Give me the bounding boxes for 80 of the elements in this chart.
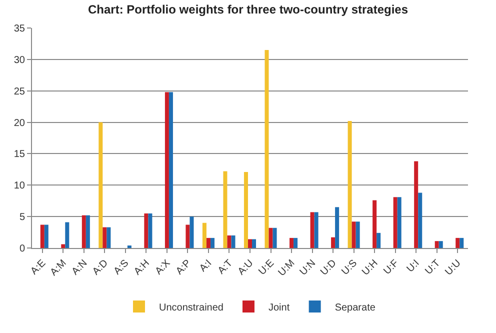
- bar: [206, 238, 210, 248]
- bar: [348, 121, 352, 248]
- bar: [393, 197, 398, 248]
- bar: [168, 92, 173, 248]
- bar: [272, 228, 277, 248]
- x-tick-label: A:D: [90, 258, 110, 278]
- x-tick-label: U:N: [298, 258, 318, 278]
- bar: [314, 212, 318, 248]
- bar: [438, 241, 443, 248]
- bar: [98, 122, 103, 248]
- y-tick-label: 5: [19, 212, 26, 224]
- bar: [418, 192, 422, 248]
- bar: [310, 212, 314, 248]
- bar: [434, 241, 439, 248]
- bar: [210, 238, 214, 248]
- y-tick-label: 0: [19, 244, 26, 254]
- x-tick-label: A:T: [216, 258, 235, 277]
- legend-label: Unconstrained: [159, 302, 224, 314]
- x-tick-label: U:I: [404, 258, 422, 275]
- x-tick-label: A:X: [153, 258, 173, 278]
- bar: [460, 238, 464, 248]
- x-tick-label: U:E: [256, 258, 277, 278]
- x-tick-label: A:I: [198, 258, 214, 274]
- x-tick-label: U:F: [382, 258, 401, 278]
- y-tick-label: 30: [14, 54, 26, 66]
- bar: [127, 245, 132, 248]
- x-tick-label: A:U: [236, 258, 256, 278]
- bar: [164, 92, 169, 248]
- chart-title: Chart: Portfolio weights for three two-country strategies: [88, 2, 408, 16]
- legend-label: Joint: [268, 302, 290, 314]
- x-tick-label: U:D: [318, 258, 339, 278]
- x-tick-label: U:U: [443, 258, 464, 278]
- bar: [352, 222, 356, 248]
- legend-label: Separate: [334, 302, 376, 314]
- x-tick-label: U:H: [360, 258, 380, 278]
- x-tick-label: U:M: [276, 258, 298, 279]
- bar: [376, 232, 381, 248]
- bar: [65, 222, 70, 248]
- bar: [144, 213, 148, 248]
- bar: [102, 227, 107, 248]
- bar: [148, 213, 152, 248]
- y-tick-label: 15: [14, 149, 26, 160]
- bar: [252, 239, 256, 248]
- bar: [331, 237, 336, 248]
- bar: [397, 197, 402, 248]
- y-tick-label: 10: [14, 180, 26, 192]
- bar: [86, 215, 90, 248]
- bar: [61, 244, 66, 248]
- bar: [202, 222, 206, 248]
- bar: [290, 238, 294, 248]
- bar: [227, 235, 232, 248]
- bar: [248, 239, 252, 248]
- x-tick-label: A:S: [112, 258, 132, 278]
- bar: [40, 224, 44, 248]
- bar: [186, 224, 190, 248]
- bar: [268, 228, 273, 248]
- x-tick-label: A:N: [70, 258, 90, 278]
- bar: [456, 238, 460, 248]
- x-tick-label: A:E: [28, 258, 48, 278]
- bar: [294, 238, 298, 248]
- bar: [264, 50, 269, 248]
- bar: [231, 235, 236, 248]
- bar: [44, 224, 48, 248]
- bar: [244, 172, 248, 248]
- x-tick-label: U:S: [340, 258, 360, 278]
- bar: [372, 200, 377, 248]
- bar: [335, 207, 340, 248]
- x-tick-label: A:H: [132, 258, 152, 278]
- bar: [190, 216, 194, 248]
- bar: [223, 171, 228, 248]
- x-tick-label: A:P: [174, 258, 194, 278]
- bar: [106, 227, 111, 248]
- bar: [414, 161, 418, 248]
- x-tick-label: A:M: [48, 258, 69, 278]
- bar: [356, 222, 360, 248]
- y-tick-label: 35: [14, 24, 26, 34]
- x-tick-label: U:T: [423, 258, 443, 278]
- y-tick-label: 20: [14, 118, 26, 129]
- bar: [82, 215, 86, 248]
- y-tick-label: 25: [14, 86, 26, 98]
